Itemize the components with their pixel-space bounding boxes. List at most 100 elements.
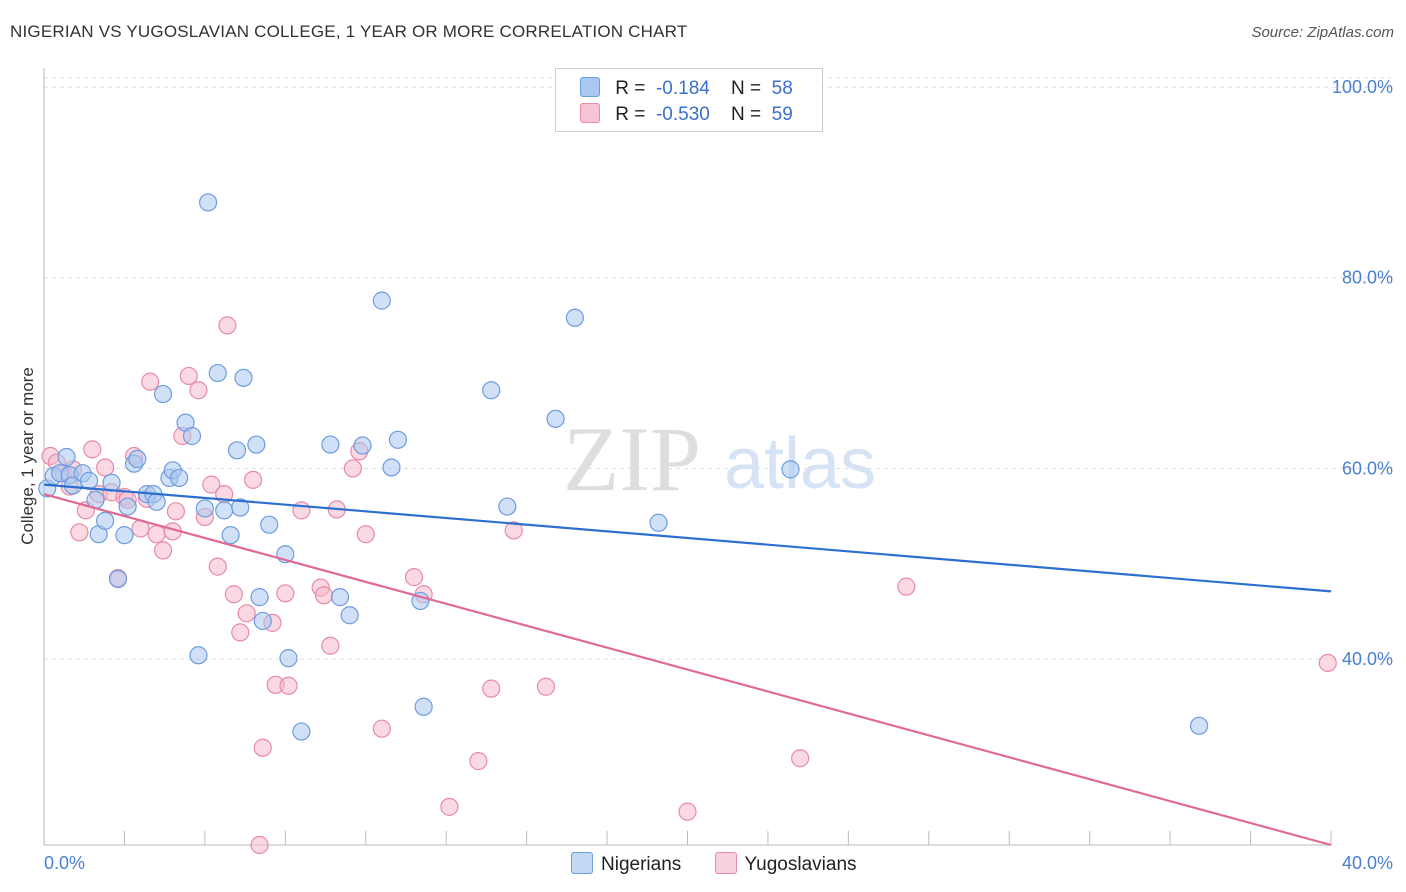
nigerians-point xyxy=(1189,716,1209,735)
nigerians-legend-label: Nigerians xyxy=(601,854,682,875)
correlation-legend: R = -0.184 N = 58 R = -0.530 N = 59 xyxy=(555,68,823,132)
nigerians-point xyxy=(198,193,218,212)
yugoslavians-point xyxy=(253,738,272,757)
yugoslavians-point xyxy=(237,604,256,623)
yugoslavians-point xyxy=(189,381,208,400)
nigerians-point xyxy=(498,497,517,516)
legend-n-label: N = xyxy=(730,78,762,99)
nigerians-point xyxy=(189,646,208,665)
nigerians-point xyxy=(330,588,350,607)
nigerians-point xyxy=(234,368,253,387)
yugoslavians-point xyxy=(96,458,115,477)
nigerians-point xyxy=(231,498,250,517)
yugoslavians-point xyxy=(314,586,334,605)
nigerians-point xyxy=(321,435,340,454)
yugoslavians-legend-swatch xyxy=(714,852,737,874)
yugoslavians-point xyxy=(678,802,697,821)
watermark-atlas: atlas xyxy=(724,424,876,504)
nigerians-point xyxy=(279,649,298,668)
yugoslavians-point xyxy=(279,676,298,695)
nigerians-legend-swatch xyxy=(571,852,593,874)
nigerians-point xyxy=(115,526,134,545)
yugoslavians-point xyxy=(469,752,488,771)
gridlines xyxy=(44,77,1391,660)
y-tick-label: 80.0% xyxy=(1342,268,1393,288)
yugoslavians-point xyxy=(440,797,459,816)
nigerians-point xyxy=(414,697,433,716)
nigerians-point xyxy=(247,435,266,454)
legend-r-label: R = xyxy=(615,78,646,99)
nigerians-point xyxy=(781,460,800,479)
legend-r-value: -0.184 xyxy=(655,78,710,99)
nigerians-point xyxy=(260,515,279,534)
yugoslavians-trend-line xyxy=(43,493,1332,847)
nigerians-trend-line xyxy=(43,483,1332,593)
yugoslavians-point xyxy=(791,749,810,768)
nigerians-point xyxy=(79,471,99,490)
yugoslavians-point xyxy=(250,835,269,855)
trend-lines xyxy=(43,483,1332,847)
x-tick-labels: 0.0% 40.0% xyxy=(44,853,1393,873)
nigerians-point xyxy=(388,430,408,449)
legend-row-nigerians: R = -0.184 N = 58 xyxy=(580,77,793,99)
yugoslavians-point xyxy=(208,557,227,576)
source-label: Source: ZipAtlas.com xyxy=(1251,24,1394,41)
yugoslavians-point xyxy=(404,568,424,587)
yugoslavians-swatch xyxy=(580,103,600,123)
yugoslavians-point xyxy=(147,525,166,544)
nigerians-point xyxy=(96,511,115,530)
yugoslavians-point xyxy=(321,636,340,655)
yugoslavians-point xyxy=(231,623,250,642)
legend-n-value: 58 xyxy=(771,78,793,99)
yugoslavians-point xyxy=(372,719,391,738)
y-tick-label: 40.0% xyxy=(1342,649,1393,669)
nigerians-point xyxy=(546,409,565,428)
nigerians-points xyxy=(38,193,1209,741)
yugoslavians-point xyxy=(179,366,198,386)
nigerians-point xyxy=(147,492,166,511)
y-tick-label: 60.0% xyxy=(1342,458,1393,478)
yugoslavians-point xyxy=(153,541,173,560)
nigerians-point xyxy=(208,363,227,383)
y-tick-label: 100.0% xyxy=(1332,77,1393,97)
yugoslavians-point xyxy=(202,475,221,494)
legend-item-nigerians[interactable]: Nigerians xyxy=(571,852,681,876)
yugoslavians-point xyxy=(536,677,556,696)
nigerians-point xyxy=(372,291,391,310)
nigerians-swatch xyxy=(580,77,600,97)
yugoslavians-point xyxy=(276,584,295,603)
yugoslavians-point xyxy=(166,502,186,521)
nigerians-point xyxy=(108,569,128,589)
legend-row-yugoslavians: R = -0.530 N = 59 xyxy=(580,103,793,125)
nigerians-point xyxy=(195,499,214,518)
watermark: ZIP atlas xyxy=(563,408,876,510)
nigerians-point xyxy=(182,426,202,446)
yugoslavians-point xyxy=(504,521,523,540)
nigerians-point xyxy=(170,468,189,488)
nigerians-point xyxy=(382,458,401,477)
nigerians-point xyxy=(353,436,372,455)
yugoslavians-point xyxy=(141,372,160,391)
yugoslavians-point xyxy=(218,316,237,335)
nigerians-point xyxy=(227,441,247,460)
nigerians-point xyxy=(250,588,269,607)
nigerians-point xyxy=(253,611,272,631)
yugoslavians-point xyxy=(244,470,263,489)
yugoslavians-point xyxy=(482,679,501,698)
nigerians-point xyxy=(649,513,668,532)
nigerians-point xyxy=(340,606,359,625)
yugoslavians-point xyxy=(356,525,375,544)
watermark-zip: ZIP xyxy=(563,408,701,510)
legend-n-value: 59 xyxy=(771,104,793,125)
yugoslavians-point xyxy=(83,440,102,459)
yugoslavians-point xyxy=(343,459,362,478)
y-tick-labels: 100.0% 80.0% 60.0% 40.0% xyxy=(1332,77,1393,669)
legend-r-label: R = xyxy=(615,104,646,125)
nigerians-point xyxy=(215,501,234,520)
x-tick-label: 40.0% xyxy=(1342,853,1393,873)
chart-title: NIGERIAN VS YUGOSLAVIAN COLLEGE, 1 YEAR … xyxy=(10,22,688,41)
legend-item-yugoslavians[interactable]: Yugoslavians xyxy=(714,852,857,876)
series-legend: Nigerians Yugoslavians xyxy=(571,852,885,876)
nigerians-point xyxy=(153,384,173,404)
nigerians-point xyxy=(565,308,584,327)
